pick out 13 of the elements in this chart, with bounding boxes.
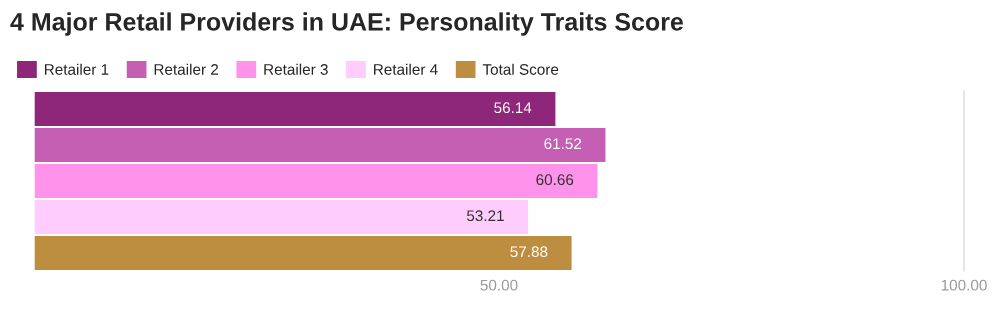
legend-label: Retailer 3 — [264, 63, 328, 75]
chart-title: 4 Major Retail Providers in UAE: Personality Traits Score — [10, 12, 683, 36]
x-tick-label: 100.00 — [941, 279, 987, 291]
data-label: 56.14 — [494, 102, 532, 114]
data-label: 61.52 — [544, 138, 582, 150]
x-tick-label: 50.00 — [480, 279, 518, 291]
data-label: 60.66 — [536, 174, 574, 186]
data-label: 57.88 — [510, 246, 548, 258]
legend-label: Total Score — [482, 63, 559, 75]
legend-label: Retailer 2 — [154, 63, 219, 75]
legend-label: Retailer 1 — [44, 63, 109, 75]
data-label: 53.21 — [466, 210, 504, 222]
legend-label: Retailer 4 — [374, 63, 438, 75]
